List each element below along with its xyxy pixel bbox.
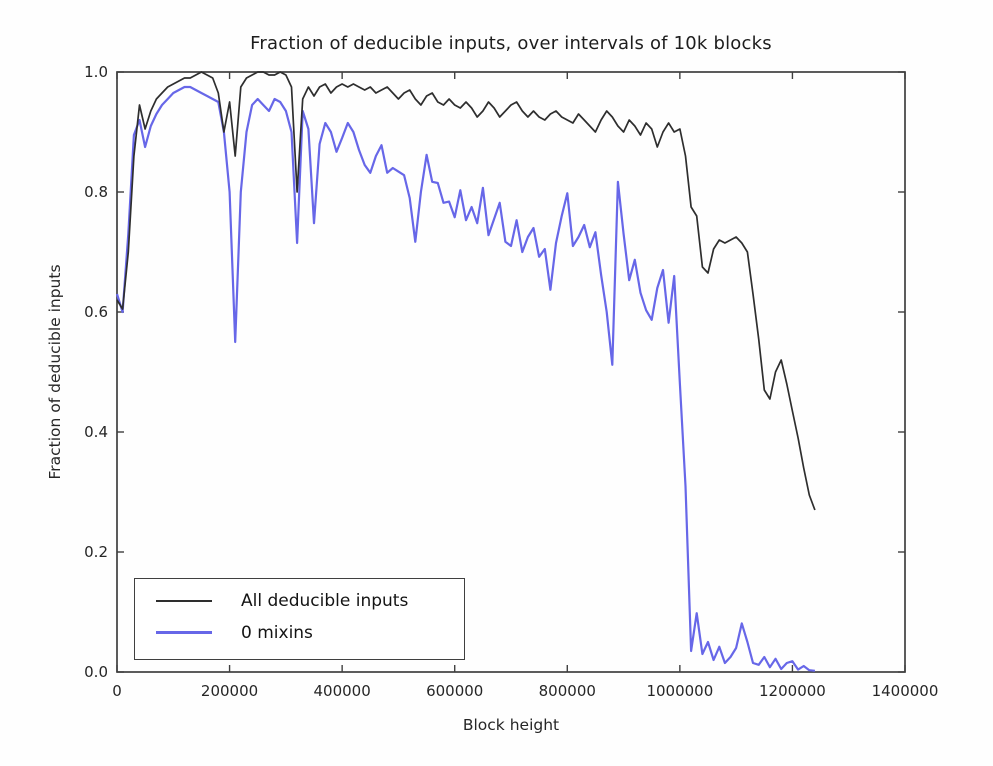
y-tick-label: 0.0	[84, 663, 108, 681]
x-tick-label: 1200000	[759, 682, 826, 700]
axes-spines	[116, 71, 906, 673]
chart-title: Fraction of deducible inputs, over inter…	[250, 33, 772, 54]
x-tick-label: 600000	[426, 682, 484, 700]
y-axis-label: Fraction of deducible inputs	[46, 264, 64, 480]
y-tick-label: 0.4	[84, 423, 108, 441]
x-tick-label: 0	[112, 682, 122, 700]
y-tick-label: 1.0	[84, 63, 108, 81]
series-line-all-deducible-inputs	[116, 71, 816, 511]
x-tick-label: 1400000	[871, 682, 939, 700]
legend-swatch-all-deducible-line	[156, 599, 212, 602]
x-tick-label: 400000	[313, 682, 371, 700]
y-tick-label: 0.2	[84, 543, 108, 561]
legend-label-0-mixins: 0 mixins	[241, 622, 313, 643]
series-line-0-mixins	[115, 85, 816, 672]
legend-entry-0-mixins: 0 mixins	[135, 617, 464, 648]
x-tick-label: 800000	[538, 682, 596, 700]
legend-entry-all-deducible: All deducible inputs	[135, 585, 464, 616]
y-tick-label: 0.6	[84, 303, 108, 321]
legend-label-all-deducible: All deducible inputs	[241, 590, 409, 611]
y-tick-label: 0.8	[84, 183, 108, 201]
x-tick-label: 1000000	[646, 682, 714, 700]
x-axis-label: Block height	[462, 716, 560, 734]
legend-swatch-0-mixins-line	[156, 631, 212, 634]
legend: All deducible inputs 0 mixins	[134, 578, 465, 660]
x-tick-label: 200000	[200, 682, 259, 700]
